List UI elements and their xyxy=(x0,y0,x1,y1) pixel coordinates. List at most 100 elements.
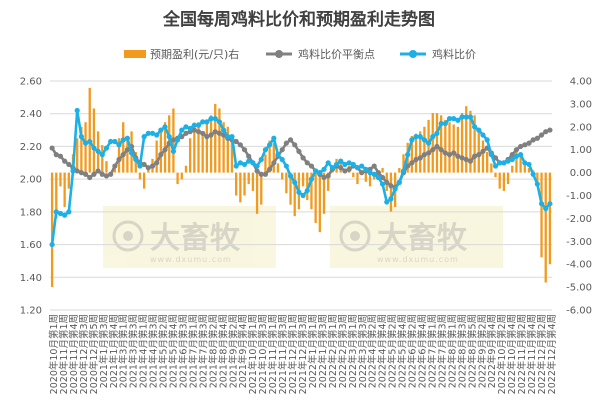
ratio-point xyxy=(183,124,189,130)
profit-bar xyxy=(486,151,489,173)
y-right-tick-label: -1.00 xyxy=(566,191,592,202)
ratio-point xyxy=(501,160,507,166)
ratio-point xyxy=(543,205,549,212)
ratio-point xyxy=(229,134,235,140)
balance-point xyxy=(183,130,189,136)
ratio-point xyxy=(279,156,285,163)
x-tick-label: 2021年3月第1周 xyxy=(118,314,130,388)
balance-point xyxy=(300,155,306,161)
ratio-point xyxy=(375,174,381,181)
profit-bar xyxy=(364,172,367,182)
x-tick-label: 2022年11月第2周 xyxy=(516,314,528,394)
ratio-point xyxy=(430,134,436,140)
ratio-point xyxy=(208,116,214,122)
x-tick-label: 2021年6月第3周 xyxy=(178,314,190,388)
y-right-tick-label: 0.00 xyxy=(570,168,592,179)
profit-bar xyxy=(209,115,213,173)
balance-point xyxy=(342,168,348,174)
balance-point xyxy=(246,153,252,159)
x-tick-label: 2022年10月第4周 xyxy=(506,314,518,394)
balance-point xyxy=(417,155,423,161)
balance-point xyxy=(74,168,80,174)
profit-bar xyxy=(76,138,79,173)
profit-bar xyxy=(134,151,137,173)
profit-bar xyxy=(105,161,108,173)
ratio-point xyxy=(158,127,164,133)
profit-bar xyxy=(469,110,472,173)
profit-bar xyxy=(490,163,493,173)
balance-point xyxy=(108,171,114,177)
x-tick-label: 2020年11月第4周 xyxy=(68,314,80,394)
x-tick-label: 2022年6月第2周 xyxy=(407,314,419,388)
profit-bar xyxy=(322,172,326,214)
balance-point xyxy=(371,163,377,169)
balance-point xyxy=(271,160,277,166)
x-tick-label: 2022年8月第3周 xyxy=(456,314,468,388)
x-tick-label: 2022年1月第1周 xyxy=(307,314,319,388)
balance-point xyxy=(430,147,436,153)
ratio-point xyxy=(413,134,419,140)
balance-point xyxy=(170,137,177,143)
watermark-site: www.dxumu.com xyxy=(150,255,232,264)
profit-bar xyxy=(381,168,384,173)
x-tick-label: 2021年3月第3周 xyxy=(128,314,140,388)
profit-bar xyxy=(264,154,267,173)
profit-bar xyxy=(301,172,305,187)
profit-bar xyxy=(444,119,447,173)
ratio-point xyxy=(141,134,147,140)
y-right-tick-label: -4.00 xyxy=(566,260,592,271)
x-tick-label: 2022年6月第4周 xyxy=(417,314,429,388)
profit-bar xyxy=(515,151,518,173)
ratio-point xyxy=(179,127,185,133)
balance-point xyxy=(62,158,68,164)
balance-point xyxy=(388,183,394,189)
balance-point xyxy=(237,142,243,148)
balance-point xyxy=(459,155,465,161)
ratio-point xyxy=(438,120,444,127)
x-tick-label: 2021年5月第4周 xyxy=(168,314,180,388)
x-tick-label: 2021年10月第3周 xyxy=(257,314,269,394)
y-right-tick-label: 1.00 xyxy=(570,145,592,156)
x-tick-label: 2022年4月第4周 xyxy=(377,314,389,388)
x-tick-label: 2021年4月第3周 xyxy=(148,314,160,388)
x-tick-label: 2021年1月第4周 xyxy=(108,314,120,388)
ratio-point xyxy=(137,163,143,169)
ratio-point xyxy=(221,127,227,133)
x-tick-label: 2022年12月第4周 xyxy=(546,314,558,394)
balance-point xyxy=(49,145,55,151)
profit-bar xyxy=(80,126,83,173)
ratio-point xyxy=(518,152,524,158)
balance-point xyxy=(346,166,352,172)
balance-point xyxy=(124,147,130,153)
ratio-point xyxy=(333,161,340,168)
balance-point xyxy=(359,170,365,176)
profit-bar xyxy=(84,122,87,173)
ratio-point xyxy=(162,124,168,130)
ratio-point xyxy=(233,163,239,169)
profit-bar xyxy=(67,172,70,189)
balance-point xyxy=(375,170,381,176)
ratio-point xyxy=(128,150,135,156)
ratio-point xyxy=(195,122,202,128)
balance-point xyxy=(267,166,273,172)
ratio-point xyxy=(267,142,273,148)
profit-bar xyxy=(423,126,426,173)
x-tick-label: 2022年5月第4周 xyxy=(397,314,409,388)
ratio-point xyxy=(57,210,64,217)
profit-bar xyxy=(540,172,543,258)
watermark-site-2: www.dxumu.com xyxy=(377,255,459,264)
y-left-tick-label: 1.40 xyxy=(20,273,42,284)
ratio-point xyxy=(87,138,93,145)
ratio-point xyxy=(99,152,105,158)
profit-bar xyxy=(235,172,238,196)
balance-point xyxy=(233,138,239,145)
ratio-point xyxy=(78,134,84,140)
profit-bar xyxy=(201,131,204,173)
balance-point xyxy=(543,129,549,135)
balance-point xyxy=(534,135,540,141)
y-axis-left: 1.20 1.40 1.60 1.80 2.00 2.20 2.40 2.60 xyxy=(20,77,42,317)
ratio-point xyxy=(434,130,440,136)
ratio-point xyxy=(317,170,323,176)
ratio-point xyxy=(166,134,172,140)
ratio-point xyxy=(455,117,461,123)
